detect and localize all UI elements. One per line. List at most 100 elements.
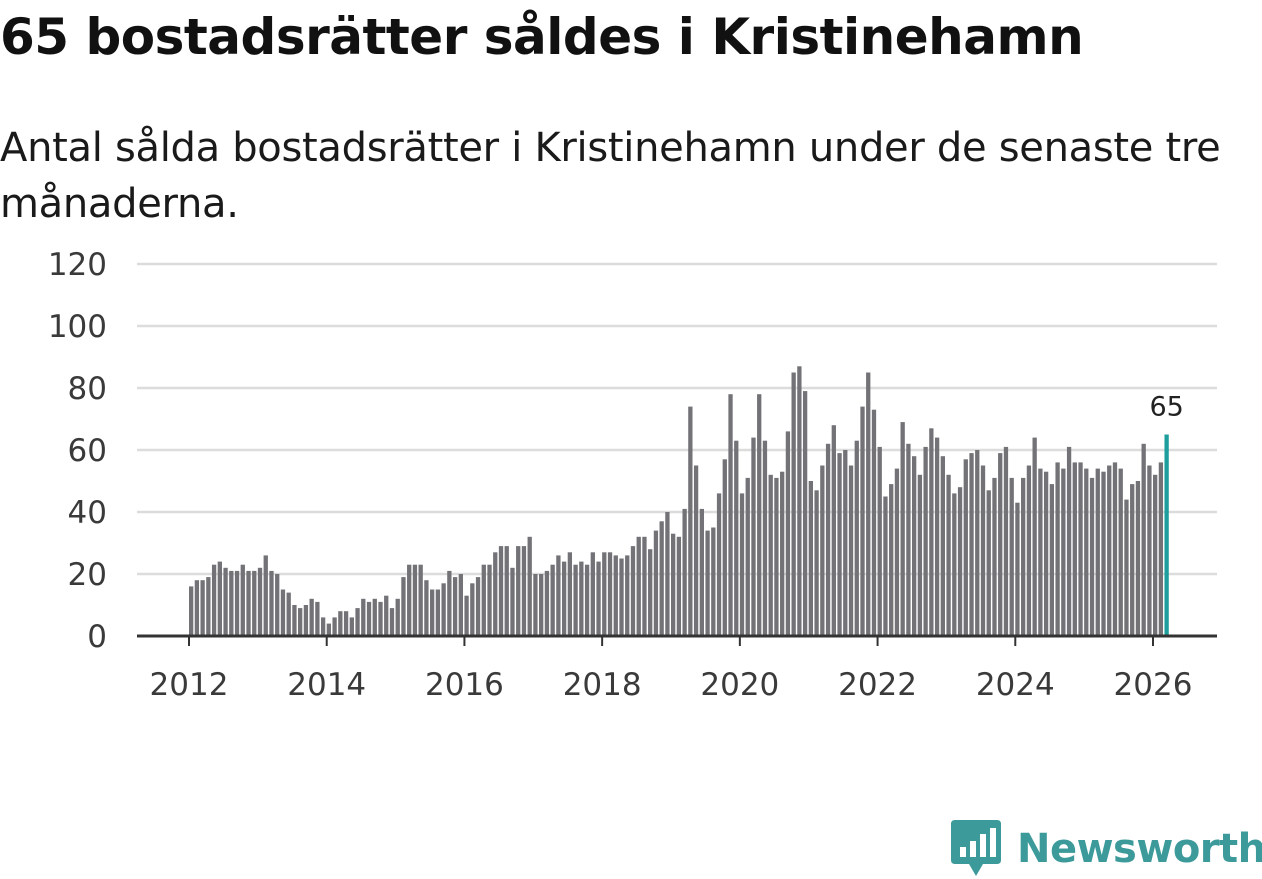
bar bbox=[303, 605, 309, 636]
bar bbox=[521, 546, 527, 636]
bar bbox=[739, 493, 745, 636]
bar bbox=[412, 564, 418, 636]
bar bbox=[435, 589, 441, 636]
y-tick-label: 0 bbox=[87, 619, 107, 655]
bar bbox=[447, 570, 452, 636]
bar bbox=[1147, 465, 1152, 636]
bar bbox=[671, 533, 676, 636]
bar bbox=[516, 546, 521, 636]
bar bbox=[1032, 437, 1037, 636]
bar bbox=[1009, 477, 1014, 636]
bar bbox=[808, 481, 814, 636]
bar bbox=[900, 422, 905, 636]
bar bbox=[401, 577, 406, 636]
bar-highlighted bbox=[1164, 434, 1169, 636]
bar bbox=[653, 530, 659, 636]
bar bbox=[452, 577, 458, 636]
bar bbox=[757, 394, 762, 636]
bar bbox=[389, 608, 395, 636]
bar bbox=[1003, 446, 1009, 636]
bar bbox=[292, 605, 297, 636]
y-tick-label: 40 bbox=[68, 495, 107, 531]
bar bbox=[711, 527, 716, 636]
newsworthy-logo-icon bbox=[951, 820, 1001, 876]
bar bbox=[940, 456, 945, 636]
bar bbox=[820, 465, 825, 636]
y-tick-label: 100 bbox=[48, 309, 107, 345]
gridlines bbox=[137, 262, 1217, 576]
bar bbox=[579, 561, 584, 636]
y-axis-ticks: 0 20 40 60 80 100 120 bbox=[48, 247, 107, 655]
x-tick-label: 2026 bbox=[1114, 667, 1193, 703]
bar bbox=[240, 564, 245, 636]
y-tick-label: 20 bbox=[68, 557, 107, 593]
bar bbox=[533, 574, 538, 636]
bar-series bbox=[189, 366, 1169, 636]
bar bbox=[550, 564, 555, 636]
bar bbox=[716, 493, 722, 636]
bar bbox=[602, 552, 607, 636]
bar bbox=[441, 583, 446, 636]
bar bbox=[688, 406, 693, 636]
bar bbox=[286, 592, 291, 636]
bar bbox=[527, 536, 532, 636]
bar bbox=[636, 536, 641, 636]
bar bbox=[275, 574, 280, 636]
bar bbox=[802, 391, 808, 636]
bar bbox=[722, 459, 727, 636]
bar bbox=[1089, 477, 1095, 636]
bar bbox=[493, 552, 498, 636]
bar bbox=[699, 508, 704, 636]
bar bbox=[619, 558, 624, 636]
bar bbox=[659, 521, 664, 636]
bar bbox=[871, 409, 877, 636]
bar bbox=[384, 595, 389, 636]
last-value-label: 65 bbox=[1149, 392, 1183, 423]
bar bbox=[1021, 477, 1026, 636]
bar bbox=[1118, 468, 1123, 636]
bar bbox=[1158, 462, 1164, 636]
bar bbox=[189, 586, 194, 636]
bar bbox=[475, 577, 481, 636]
newsworthy-logo[interactable]: Newsworthy bbox=[951, 820, 1262, 878]
bar bbox=[1135, 481, 1141, 636]
bar bbox=[223, 567, 228, 636]
bar bbox=[332, 617, 337, 636]
bar bbox=[280, 589, 286, 636]
bar bbox=[780, 471, 785, 636]
bar bbox=[510, 567, 515, 636]
bar bbox=[229, 570, 234, 636]
bar bbox=[883, 496, 888, 636]
bar bbox=[998, 453, 1003, 636]
bar bbox=[407, 564, 412, 636]
bar bbox=[504, 546, 509, 636]
bar bbox=[969, 453, 974, 636]
bar-chart: 0 20 40 60 80 100 120 2012 2014 2016 2018 2020 2022… bbox=[48, 247, 1217, 703]
bar bbox=[1055, 462, 1060, 636]
bar bbox=[424, 580, 429, 636]
bar bbox=[693, 465, 699, 636]
bar bbox=[774, 477, 779, 636]
bar bbox=[372, 598, 377, 636]
bar bbox=[596, 561, 601, 636]
chart-subtitle: Antal sålda bostadsrätter i Kristinehamn… bbox=[0, 125, 1221, 227]
bar bbox=[648, 549, 653, 636]
bar bbox=[211, 564, 217, 636]
bar bbox=[298, 608, 303, 636]
bar bbox=[877, 446, 882, 636]
bar bbox=[1084, 468, 1089, 636]
bar bbox=[1112, 462, 1118, 636]
bar bbox=[1141, 443, 1146, 636]
bar bbox=[217, 561, 222, 636]
bar bbox=[544, 570, 550, 636]
bar bbox=[642, 536, 647, 636]
bar bbox=[481, 564, 486, 636]
bar bbox=[843, 450, 848, 636]
bar bbox=[470, 583, 475, 636]
bar bbox=[366, 601, 372, 636]
bar bbox=[498, 546, 504, 636]
bar bbox=[1061, 468, 1066, 636]
bar bbox=[573, 564, 578, 636]
bar bbox=[682, 508, 687, 636]
x-tick-label: 2024 bbox=[976, 667, 1055, 703]
